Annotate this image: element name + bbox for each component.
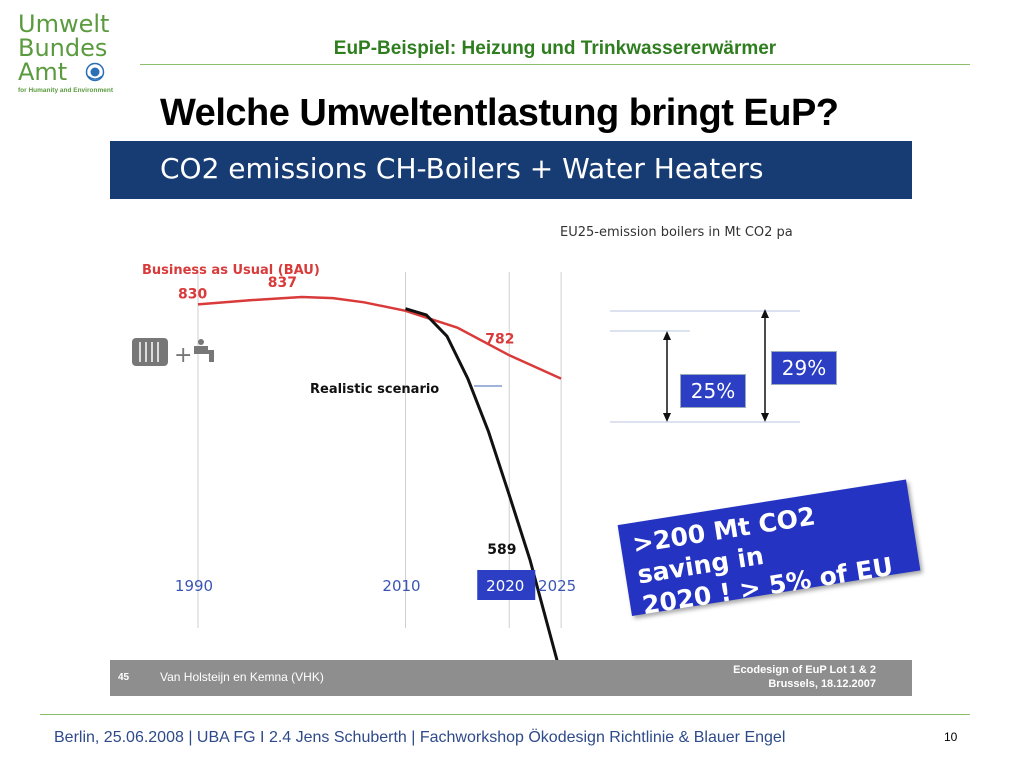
data-label-589: 589	[487, 542, 516, 558]
emissions-chart: + EU25-emission boilers in Mt CO2 pa Bus…	[132, 225, 800, 660]
data-label-837: 837	[268, 275, 297, 291]
arrow-25-head-down	[663, 413, 671, 422]
footer-divider	[40, 714, 970, 715]
x-tick-1990: 1990	[175, 577, 213, 595]
presentation-footer: Berlin, 25.06.2008 | UBA FG I 2.4 Jens S…	[54, 729, 786, 746]
chart-banner-title: CO2 emissions CH-Boilers + Water Heaters	[160, 152, 764, 185]
pct-arrows	[663, 309, 769, 422]
bau-series-line	[197, 295, 562, 380]
chart-title: EU25-emission boilers in Mt CO2 pa	[560, 225, 793, 240]
vertical-gridlines	[197, 272, 562, 628]
event-date: Brussels, 18.12.2007	[768, 678, 876, 690]
reduction-29-badge: 29%	[771, 351, 837, 385]
header-divider	[140, 64, 970, 65]
slide-section-title: EuP-Beispiel: Heizung und Trinkwassererw…	[333, 38, 777, 59]
source-footer-bar	[110, 660, 912, 696]
arrow-29-head-down	[761, 413, 769, 422]
x-axis-ticks: 1990 2010 2020 2025	[175, 570, 576, 600]
x-tick-2010: 2010	[382, 577, 420, 595]
tick-highlight-2020	[477, 570, 536, 600]
page-number: 10	[944, 730, 958, 744]
reduction-25-badge: 25%	[680, 374, 746, 408]
source-slide-number: 45	[118, 672, 130, 683]
slide-headline: Welche Umweltentlastung bringt EuP?	[160, 92, 839, 134]
data-labels: 830 837 782 589	[178, 275, 516, 558]
x-tick-2020: 2020	[486, 577, 524, 595]
realistic-series-label: Realistic scenario	[310, 382, 439, 397]
event-title: Ecodesign of EuP Lot 1 & 2	[733, 664, 876, 676]
radiator-icon	[132, 338, 168, 366]
source-credit: Van Holsteijn en Kemna (VHK)	[160, 670, 324, 684]
arrow-25-head-up	[663, 331, 671, 340]
chart-banner	[110, 141, 912, 199]
bau-series-label: Business as Usual (BAU)	[142, 263, 320, 278]
realistic-series-line	[405, 307, 559, 660]
data-label-830: 830	[178, 286, 207, 302]
logo-tagline: for Humanity and Environment	[18, 87, 113, 94]
un-emblem-icon	[85, 62, 105, 82]
reference-lines	[610, 310, 800, 423]
arrow-29-head-up	[761, 309, 769, 318]
appliance-icon: +	[132, 338, 214, 368]
logo-line-2: Bundes	[18, 34, 108, 62]
uba-logo: Umwelt Bundes Amt for Humanity and Envir…	[18, 12, 130, 94]
tap-icon	[194, 346, 214, 362]
plus-glyph: +	[174, 343, 192, 368]
data-label-782: 782	[485, 331, 514, 347]
logo-line-1: Umwelt	[18, 10, 110, 38]
x-tick-2025: 2025	[538, 577, 576, 595]
logo-line-3: Amt	[18, 58, 68, 86]
